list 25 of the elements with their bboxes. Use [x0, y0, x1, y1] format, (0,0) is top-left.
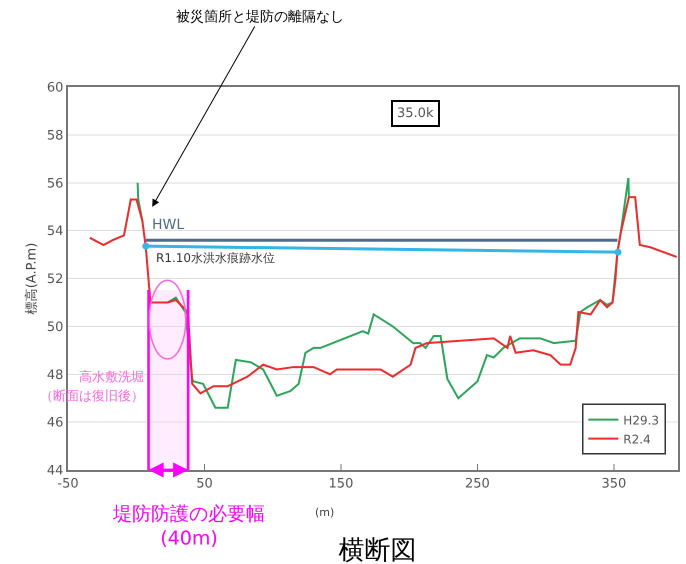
y-tick-label: 52 [46, 272, 64, 288]
annotation: 35.0k [397, 106, 434, 121]
series-label: HWL [152, 217, 184, 233]
x-tick-label: 150 [328, 476, 354, 492]
y-tick-label: 58 [46, 128, 64, 144]
y-tick-label: 56 [46, 176, 64, 192]
y-tick-label: 44 [46, 464, 64, 479]
x-axis-title: (m) [315, 506, 334, 519]
legend-label: R2.4 [623, 432, 651, 446]
text: 横断図 [338, 535, 416, 564]
annotation: 高水敷洗堀 [79, 369, 144, 385]
x-tick-label: 350 [601, 476, 626, 492]
x-tick-label: 50 [196, 476, 213, 492]
y-tick-label: 54 [46, 224, 64, 240]
x-tick-label: -50 [57, 476, 79, 492]
series-label: R1.10水洪水痕跡水位 [156, 251, 276, 265]
legend-label: H29.3 [623, 413, 660, 428]
text: 被災箇所と堤防の離隔なし [176, 9, 344, 25]
x-tick-label: 250 [464, 476, 490, 492]
y-tick-label: 48 [46, 368, 64, 383]
band-label: 堤防防護の必要幅 (40m) [112, 503, 265, 550]
y-tick-label: 60 [46, 80, 64, 96]
y-axis-title: 標高(A.P.m) [23, 242, 40, 314]
y-tick-label: 46 [46, 416, 64, 431]
y-tick-label: 50 [46, 320, 64, 335]
